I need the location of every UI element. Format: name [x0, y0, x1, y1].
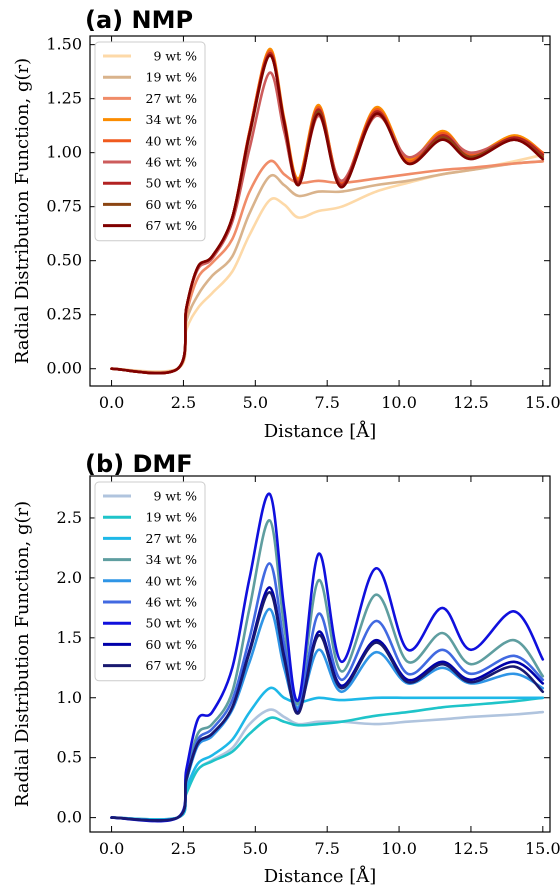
y-tick-label: 0.25 [46, 305, 82, 324]
x-tick-label: 15.0 [525, 393, 560, 412]
y-tick-label: 1.25 [46, 89, 82, 108]
legend-label: 50 wt % [146, 176, 198, 191]
legend-label: 50 wt % [146, 616, 198, 631]
series-line-6 [110, 492, 545, 823]
chart-title: (b) DMF [85, 450, 193, 478]
y-tick-label: 0.75 [46, 197, 82, 216]
legend-label: 19 wt % [146, 510, 198, 525]
x-tick-label: 7.5 [314, 393, 339, 412]
chart-panel-0: (a) NMP 0.0 2.5 5.0 7.5 10.0 12.5 15.0 0.00 0.25 0… [12, 6, 560, 442]
x-tick-label: 0.0 [99, 393, 124, 412]
y-axis-label: Radial Distribution Function, g(r) [12, 501, 33, 807]
y-tick-label: 1.0 [57, 688, 82, 707]
legend-label: 40 wt % [146, 133, 198, 148]
x-tick-label: 5.0 [243, 839, 268, 858]
x-axis-label: Distance [Å] [264, 420, 376, 442]
plot-frame [89, 475, 551, 833]
series-line-2 [110, 159, 545, 374]
legend: 9 wt % 19 wt % 27 wt % 34 wt % 40 wt % 46 wt … [94, 481, 206, 682]
legend-label: 27 wt % [146, 531, 198, 546]
legend-label: 19 wt % [146, 70, 198, 85]
series-line-1 [110, 160, 545, 374]
legend-label: 34 wt % [146, 552, 198, 567]
y-tick-label: 1.50 [46, 35, 82, 54]
y-tick-label: 1.5 [57, 628, 82, 647]
y-tick-label: 2.5 [57, 508, 82, 527]
x-tick-label: 10.0 [381, 839, 417, 858]
series-line-2 [110, 686, 545, 822]
legend-label: 46 wt % [146, 155, 198, 170]
y-tick-label: 0.5 [57, 748, 82, 767]
x-tick-label: 7.5 [314, 839, 339, 858]
legend-box [94, 41, 206, 242]
y-tick-label: 0.50 [46, 251, 82, 270]
series-line-8 [110, 54, 545, 375]
legend-box [94, 481, 206, 682]
y-tick-label: 0.0 [57, 808, 82, 827]
y-tick-label: 2.0 [57, 568, 82, 587]
legend-label: 67 wt % [146, 658, 198, 673]
y-tick-label: 0.00 [46, 359, 82, 378]
series-line-8 [110, 590, 545, 822]
legend: 9 wt % 19 wt % 27 wt % 34 wt % 40 wt % 46 wt … [94, 41, 206, 242]
legend-label: 46 wt % [146, 595, 198, 610]
x-axis-label: Distance [Å] [264, 865, 376, 887]
chart-panel-1: (b) DMF 0.0 2.5 5.0 7.5 10.0 12.5 15.0 0.0 0.5 1.0… [12, 450, 560, 887]
legend-label: 40 wt % [146, 573, 198, 588]
legend-label: 60 wt % [146, 197, 198, 212]
x-tick-label: 0.0 [99, 839, 124, 858]
legend-label: 67 wt % [146, 218, 198, 233]
x-tick-label: 10.0 [381, 393, 417, 412]
x-tick-label: 12.5 [453, 393, 489, 412]
legend-label: 9 wt % [154, 489, 198, 504]
legend-label: 34 wt % [146, 112, 198, 127]
x-tick-label: 12.5 [453, 839, 489, 858]
series-lines [110, 47, 545, 375]
x-tick-label: 5.0 [243, 393, 268, 412]
plot-frame [89, 35, 551, 387]
legend-label: 27 wt % [146, 91, 198, 106]
y-axis-label: Radial Distribution Function, g(r) [12, 58, 33, 364]
series-line-1 [110, 696, 545, 821]
series-lines [110, 492, 545, 823]
series-line-0 [110, 708, 545, 821]
y-tick-label: 1.00 [46, 143, 82, 162]
legend-label: 9 wt % [154, 49, 198, 64]
chart-title: (a) NMP [85, 6, 193, 34]
legend-label: 60 wt % [146, 637, 198, 652]
x-tick-label: 2.5 [171, 839, 196, 858]
x-tick-label: 2.5 [171, 393, 196, 412]
x-tick-label: 15.0 [525, 839, 560, 858]
